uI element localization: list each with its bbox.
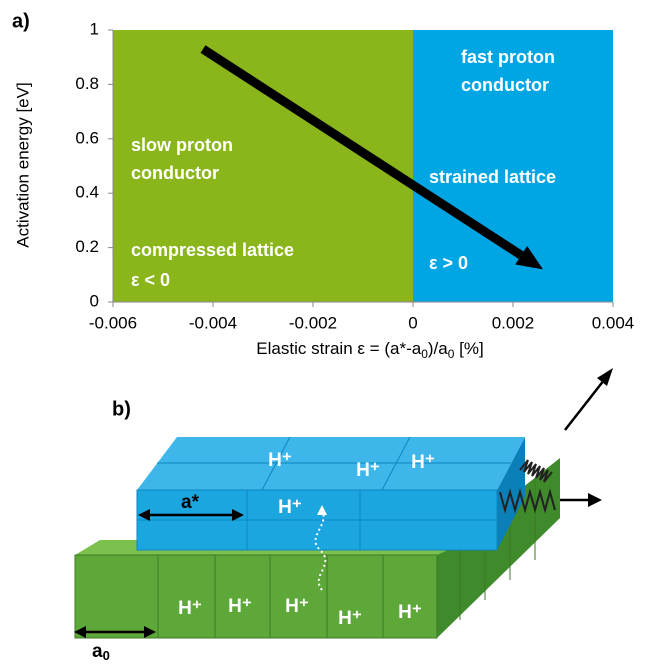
proton-label: H⁺ [228, 596, 252, 617]
x-label-part: [%] [454, 339, 483, 358]
proton-label: H⁺ [285, 596, 309, 617]
spring [499, 488, 556, 514]
region-label: ε > 0 [429, 253, 468, 273]
x-axis-label: Elastic strain ε = (a*-a0)/a0 [%] [256, 339, 483, 361]
panel-label: a) [12, 10, 30, 32]
blue-grid [137, 436, 511, 550]
protons: H⁺ H⁺ H⁺ H⁺ H⁺ H⁺ H⁺ H⁺ H⁺ [178, 450, 435, 629]
x-tick-label: -0.004 [189, 313, 237, 332]
strain-region [113, 30, 413, 302]
proton-label: H⁺ [356, 460, 380, 481]
spring [519, 459, 553, 483]
force-arrow [564, 374, 609, 431]
y-tick-label: 0 [90, 291, 99, 310]
x-label-part: )/a [428, 339, 448, 358]
x-tick-label: -0.006 [89, 313, 137, 332]
a0-label: a0 [92, 641, 110, 663]
a0-sub: 0 [103, 648, 110, 663]
y-tick-label: 0.4 [75, 183, 99, 202]
x-tick-label: 0.004 [592, 313, 635, 332]
y-tick-label: 0.6 [75, 128, 99, 147]
panel-label: b) [112, 398, 131, 420]
proton-label: H⁺ [278, 497, 302, 518]
x-label-part: Elastic strain ε = (a*-a [256, 339, 421, 358]
arrow-head [597, 368, 613, 386]
region-label: ε < 0 [131, 270, 170, 290]
proton-label: H⁺ [178, 598, 202, 619]
y-tick-label: 0.2 [75, 237, 99, 256]
green-grid [157, 478, 536, 638]
x-label-sub: 0 [421, 347, 428, 361]
arrow-head [232, 509, 244, 521]
green-front [74, 554, 438, 639]
y-tick-label: 0.8 [75, 74, 99, 93]
proton-label: H⁺ [268, 450, 292, 471]
proton-path-head [317, 505, 327, 515]
arrow-head [588, 493, 602, 507]
arrow-head [144, 626, 156, 638]
y-axis-label: Activation energy [eV] [13, 82, 32, 247]
arrow-head [74, 626, 86, 638]
x-label-sub: 0 [448, 347, 455, 361]
region-label: compressed lattice [131, 240, 294, 260]
region-label: slow proton [131, 135, 233, 155]
arrow-head [138, 509, 150, 521]
trend-arrow [200, 45, 524, 259]
proton-label: H⁺ [411, 452, 435, 473]
arrow-head [515, 245, 543, 270]
green-side [437, 458, 560, 638]
region-label: conductor [461, 75, 549, 95]
lattice-diagram: a* a0 H⁺ H⁺ H⁺ H⁺ H⁺ H⁺ H⁺ H⁺ H⁺ [74, 368, 613, 663]
x-tick-label: 0 [408, 313, 417, 332]
a0-main: a [92, 641, 103, 662]
y-tick-label: 1 [90, 19, 99, 38]
region-label: fast proton [461, 47, 555, 67]
region-label: strained lattice [429, 167, 556, 187]
strain-region [413, 30, 613, 302]
x-tick-label: -0.002 [289, 313, 337, 332]
x-tick-label: 0.002 [492, 313, 535, 332]
a-star-label: a* [181, 492, 200, 513]
region-label: conductor [131, 163, 219, 183]
proton-label: H⁺ [338, 608, 362, 629]
plot: slow proton conductor compressed lattice ε … [75, 19, 634, 332]
proton-label: H⁺ [398, 602, 422, 623]
